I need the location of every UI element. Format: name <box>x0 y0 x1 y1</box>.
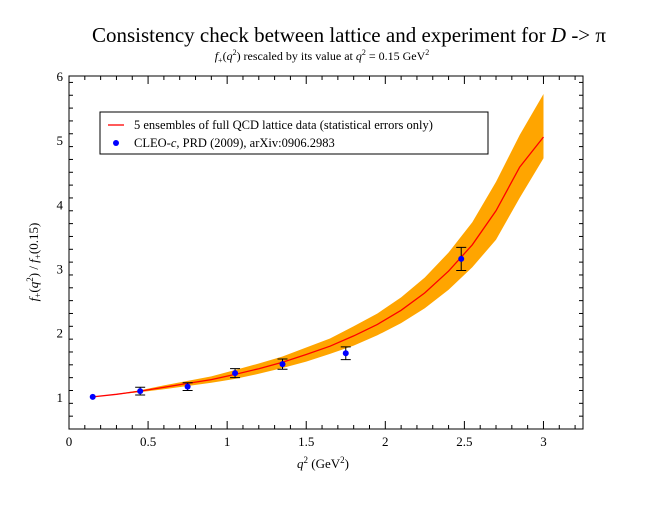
plot-area <box>89 94 545 400</box>
x-tick-label: 2.5 <box>456 434 472 449</box>
cleo-data-point <box>184 383 191 390</box>
y-axis-ticks: 1 2 3 4 5 6 <box>57 69 583 430</box>
cleo-data-point <box>458 255 465 262</box>
y-tick-label: 2 <box>57 326 64 341</box>
x-tick-label: 3 <box>540 434 547 449</box>
x-tick-label: 0.5 <box>140 434 156 449</box>
lattice-central-line <box>92 136 545 398</box>
x-tick-label: 2 <box>382 434 389 449</box>
cleo-data-point <box>137 388 144 395</box>
cleo-data-point <box>342 350 349 357</box>
y-tick-label: 5 <box>57 133 64 148</box>
plot-frame <box>68 75 584 430</box>
cleo-data-point <box>89 393 96 400</box>
legend-box <box>99 111 489 155</box>
legend-cleo-label: CLEO-c, PRD (2009), arXiv:0906.2983 <box>134 136 335 150</box>
y-tick-label: 6 <box>57 69 64 84</box>
chart-title: Consistency check between lattice and ex… <box>92 23 606 47</box>
legend: 5 ensembles of full QCD lattice data (st… <box>99 111 489 155</box>
x-axis-label: q2 (GeV2) <box>297 455 349 471</box>
x-tick-label: 0 <box>66 434 73 449</box>
x-axis-ticks: 0 0.5 1 1.5 2 2.5 3 <box>66 76 576 449</box>
legend-point-swatch <box>113 140 119 146</box>
x-tick-label: 1.5 <box>298 434 314 449</box>
cleo-data-point <box>279 361 286 368</box>
legend-lattice-label: 5 ensembles of full QCD lattice data (st… <box>134 118 433 132</box>
cleo-data-point <box>232 370 239 377</box>
y-axis-label: f+(q2) / f+(0.15) <box>25 223 43 302</box>
y-tick-label: 3 <box>57 262 64 277</box>
x-tick-label: 1 <box>224 434 231 449</box>
cleo-points-group <box>89 246 467 400</box>
chart-subtitle: f+(q2) rescaled by its value at q2 = 0.1… <box>215 48 430 65</box>
y-tick-label: 4 <box>57 197 64 212</box>
y-tick-label: 1 <box>57 390 64 405</box>
